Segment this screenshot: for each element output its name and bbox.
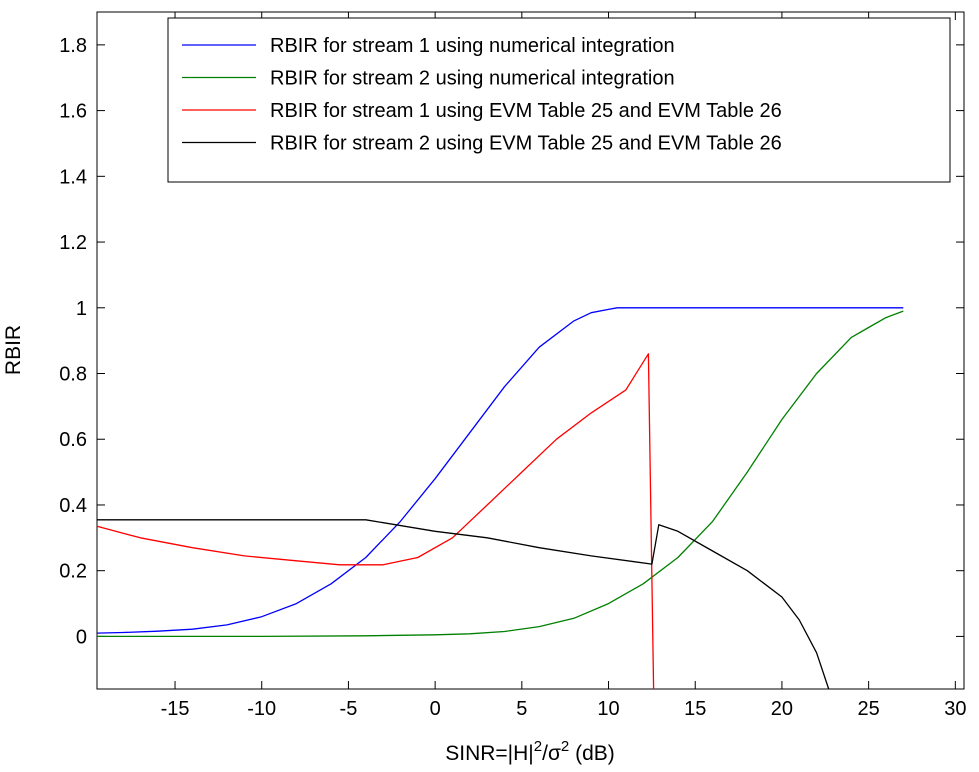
y-tick-label: 1.8: [59, 35, 87, 57]
x-tick-label: 5: [516, 698, 527, 720]
y-axis-label: RBIR: [2, 325, 25, 375]
axis-ticks: -15 -10 -5 0 5 10 15 20 25 30 0 0.2 0.4 0.6 0.8 1 1.2 1.4…: [59, 12, 966, 720]
x-tick-label: -15: [161, 698, 190, 720]
y-tick-label: 0.2: [59, 561, 87, 583]
legend: RBIR for stream 1 using numerical integr…: [167, 17, 951, 183]
x-axis-label-sigma: σ: [548, 742, 561, 765]
x-tick-label: 15: [684, 698, 706, 720]
y-tick-label: 0.6: [59, 429, 87, 451]
legend-label: RBIR for stream 1 using numerical integr…: [270, 35, 675, 57]
legend-label: RBIR for stream 2 using numerical integr…: [270, 68, 675, 90]
y-tick-label: 1.4: [59, 166, 87, 188]
y-tick-label: 0.4: [59, 495, 87, 517]
legend-label: RBIR for stream 1 using EVM Table 25 and…: [270, 100, 782, 122]
x-axis-label-part: (dB): [569, 742, 615, 765]
series-line-4: [97, 519, 830, 690]
x-tick-label: 10: [597, 698, 619, 720]
y-tick-label: 0: [76, 626, 87, 648]
x-axis-label-superscript: 2: [561, 738, 569, 755]
legend-label: RBIR for stream 2 using EVM Table 25 and…: [270, 133, 782, 155]
x-tick-label: -5: [340, 698, 358, 720]
series-line-3: [96, 353, 655, 690]
x-axis-label-superscript: 2: [534, 738, 542, 755]
y-tick-label: 1.2: [59, 232, 87, 254]
y-tick-label: 0.8: [59, 364, 87, 386]
x-axis-label: SINR=|H|2/σ2 (dB): [445, 738, 615, 765]
series-line-1: [96, 307, 904, 634]
y-tick-label: 1: [76, 298, 87, 320]
x-tick-label: -10: [247, 698, 276, 720]
series-layer: [96, 307, 904, 690]
x-tick-label: 30: [944, 698, 966, 720]
x-tick-label: 0: [430, 698, 441, 720]
x-axis-label-part: /: [542, 742, 548, 765]
y-tick-label: 1.6: [59, 101, 87, 123]
x-axis-label-part: SINR=|H|: [445, 742, 534, 765]
x-tick-label: 25: [858, 698, 880, 720]
x-tick-label: 20: [771, 698, 793, 720]
legend-box: [167, 17, 951, 183]
series-line-2: [97, 310, 904, 638]
